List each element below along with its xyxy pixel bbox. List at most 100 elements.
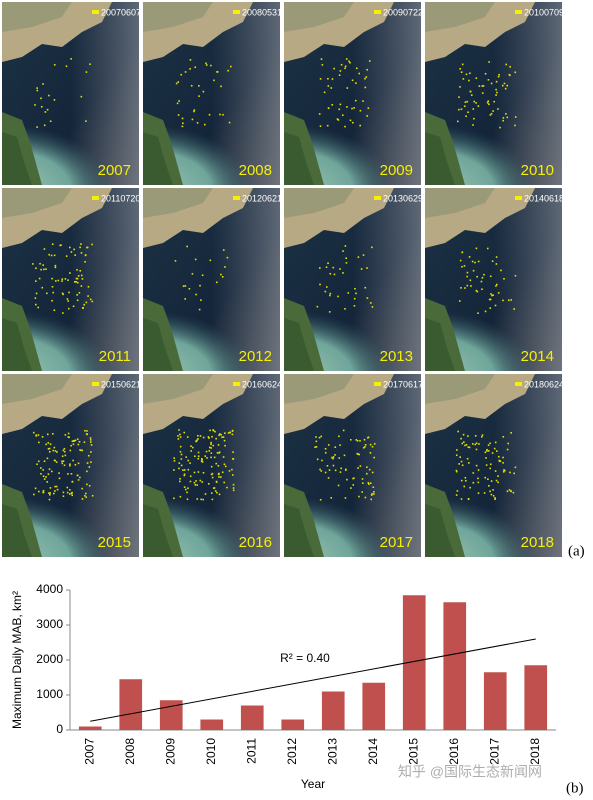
x-tick-label: 2015 (406, 738, 420, 765)
algae-patch (345, 58, 348, 60)
algae-patch (366, 297, 369, 299)
algae-patch (489, 467, 491, 470)
algae-patch (495, 285, 497, 287)
algae-patch (224, 444, 226, 447)
algae-patch (482, 85, 485, 87)
algae-patch (48, 468, 51, 470)
algae-patch (493, 447, 496, 450)
algae-patch (315, 440, 318, 443)
algae-patch (336, 118, 339, 120)
algae-patch (194, 258, 197, 261)
algae-patch (76, 281, 79, 284)
algae-patch (468, 462, 470, 464)
algae-patch (62, 495, 65, 498)
bar (443, 602, 467, 730)
algae-patch (85, 492, 87, 495)
algae-patch (196, 498, 199, 500)
algae-patch (213, 79, 215, 82)
algae-patch (48, 498, 51, 501)
algae-patch (186, 436, 189, 438)
algae-patch (217, 473, 220, 476)
algae-patch (197, 451, 200, 454)
algae-patch (59, 244, 62, 247)
algae-patch (49, 120, 52, 123)
algae-patch (364, 444, 367, 446)
algae-patch (90, 461, 92, 463)
algae-patch (89, 439, 92, 441)
algae-patch (339, 444, 341, 446)
algae-patch (43, 268, 45, 271)
algae-patch (368, 483, 370, 485)
algae-patch (64, 434, 67, 436)
algae-patch (474, 261, 476, 264)
algae-patch (69, 463, 71, 466)
algae-patch (460, 108, 463, 110)
algae-patch (474, 435, 477, 437)
algae-patch (79, 246, 81, 249)
algae-patch (462, 78, 465, 80)
algae-patch (364, 77, 366, 80)
algae-patch (189, 462, 191, 464)
algae-patch (187, 487, 189, 490)
algae-patch (315, 436, 317, 438)
algae-patch (359, 465, 362, 467)
algae-patch (81, 449, 84, 452)
algae-patch (355, 292, 357, 295)
algae-patch (327, 262, 329, 265)
algae-patch (327, 85, 330, 87)
algae-patch (197, 455, 200, 458)
image-year: 2012 (239, 348, 272, 365)
algae-patch (481, 92, 484, 94)
algae-patch (64, 278, 67, 280)
x-tick-label: 2017 (487, 738, 501, 765)
y-tick-label: 1000 (36, 687, 63, 701)
algae-patch (48, 450, 51, 453)
y-tick-label: 0 (56, 722, 63, 736)
algae-patch (222, 249, 225, 251)
algae-patch (207, 483, 210, 485)
algae-patch (345, 257, 347, 260)
image-date: 20110720 (101, 193, 140, 203)
algae-patch (477, 469, 480, 471)
algae-patch (469, 279, 472, 282)
algae-patch (204, 493, 207, 495)
algae-patch (334, 454, 336, 456)
algae-patch (514, 274, 517, 277)
algae-patch (489, 298, 492, 301)
date-marker (233, 196, 240, 200)
algae-patch (333, 67, 335, 70)
date-marker (233, 382, 240, 386)
algae-patch (219, 433, 221, 435)
algae-patch (494, 470, 497, 472)
algae-patch (344, 308, 346, 310)
date-marker (515, 382, 522, 386)
algae-patch (80, 449, 82, 452)
watermark: 知乎 @国际生态新闻网 (398, 764, 542, 780)
date-marker (233, 10, 240, 14)
x-tick-label: 2012 (285, 738, 299, 765)
algae-patch (366, 267, 368, 269)
image-year: 2010 (521, 162, 554, 179)
algae-patch (63, 464, 66, 467)
algae-patch (80, 252, 83, 254)
algae-patch (80, 285, 83, 287)
algae-patch (319, 283, 321, 286)
algae-patch (177, 114, 180, 116)
algae-patch (179, 436, 182, 438)
algae-patch (86, 430, 88, 432)
algae-patch (47, 448, 50, 450)
algae-patch (323, 91, 326, 94)
algae-patch (339, 70, 342, 72)
algae-patch (41, 436, 44, 438)
algae-patch (324, 451, 327, 454)
algae-patch (79, 449, 81, 451)
algae-patch (367, 436, 369, 439)
algae-patch (327, 477, 330, 479)
algae-patch (86, 483, 88, 486)
algae-patch (45, 476, 47, 478)
algae-patch (228, 470, 231, 472)
algae-patch (355, 439, 358, 441)
algae-patch (494, 441, 497, 444)
algae-patch (475, 77, 478, 79)
algae-patch (193, 109, 196, 111)
